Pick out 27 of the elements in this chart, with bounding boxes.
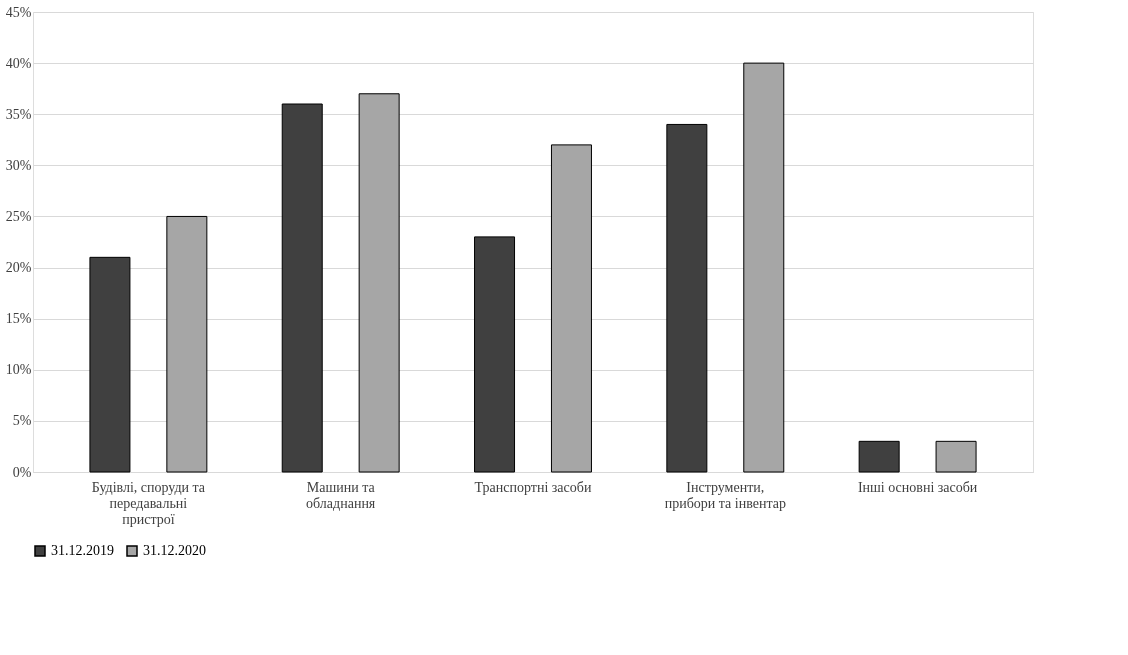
bar (666, 123, 708, 473)
y-tick-label: 30% (5, 157, 32, 173)
bar (743, 62, 785, 473)
y-tick-label: 40% (5, 55, 32, 71)
x-tick-label: Інші основні засоби (857, 479, 978, 495)
bar (474, 236, 516, 473)
bar (281, 103, 323, 473)
x-tick-label: Будівлі, споруди та передавальні пристрої (91, 479, 206, 527)
y-tick-label: 15% (5, 311, 32, 327)
x-tick-label: Інструменти, прибори та інвентар (664, 479, 786, 511)
bar (89, 256, 131, 473)
y-tick-label: 25% (5, 208, 32, 224)
y-tick-label: 20% (5, 260, 32, 276)
y-tick-label: 10% (5, 362, 32, 378)
x-tick-label: Транспортні засоби (474, 479, 592, 495)
bar (935, 440, 977, 473)
legend-label: 31.12.2019 (51, 543, 114, 558)
y-tick-label: 35% (5, 106, 32, 122)
x-tick-label: Машини та обладнання (306, 479, 376, 511)
y-tick-label: 45% (5, 4, 32, 20)
y-tick-label: 0% (12, 464, 32, 480)
bar (858, 440, 900, 473)
legend-label: 31.12.2020 (143, 543, 206, 558)
bar (358, 93, 400, 473)
bar (166, 215, 208, 473)
bar (550, 144, 592, 473)
y-tick-label: 5% (12, 413, 32, 429)
